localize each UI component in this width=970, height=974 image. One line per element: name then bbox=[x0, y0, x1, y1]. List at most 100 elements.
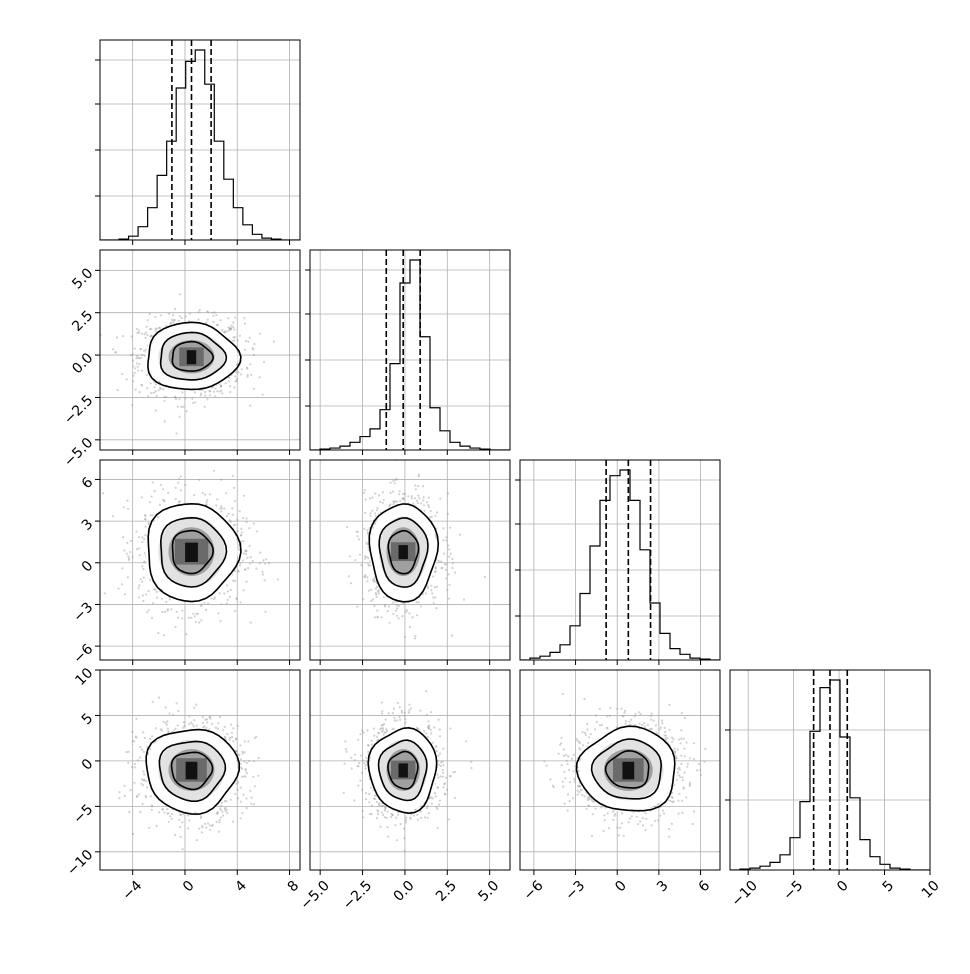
scatter-point bbox=[576, 785, 579, 788]
panel-3-3 bbox=[725, 669, 931, 875]
scatter-point bbox=[190, 616, 193, 620]
scatter-point bbox=[205, 726, 208, 729]
scatter-point bbox=[155, 328, 158, 331]
scatter-point bbox=[425, 806, 429, 810]
scatter-point bbox=[243, 775, 246, 778]
scatter-point bbox=[365, 541, 368, 544]
scatter-point bbox=[229, 385, 232, 388]
scatter-point bbox=[216, 390, 219, 393]
scatter-point bbox=[174, 486, 177, 489]
scatter-point bbox=[669, 799, 672, 803]
scatter-point bbox=[245, 550, 248, 553]
scatter-point bbox=[223, 808, 226, 811]
scatter-point bbox=[149, 748, 152, 751]
scatter-point bbox=[265, 558, 268, 561]
scatter-point bbox=[665, 739, 668, 742]
scatter-point bbox=[575, 737, 578, 740]
scatter-point bbox=[225, 330, 228, 333]
scatter-point bbox=[136, 548, 139, 551]
scatter-point bbox=[371, 598, 375, 601]
scatter-point bbox=[205, 826, 208, 829]
histogram-step bbox=[520, 469, 720, 660]
scatter-point bbox=[635, 815, 638, 818]
scatter-point bbox=[225, 602, 228, 605]
scatter-point bbox=[644, 828, 647, 832]
scatter-point bbox=[249, 556, 252, 559]
scatter-point bbox=[228, 519, 231, 522]
scatter-point bbox=[208, 824, 211, 827]
scatter-point bbox=[195, 612, 198, 615]
scatter-point bbox=[261, 570, 264, 574]
scatter-point bbox=[216, 727, 219, 730]
scatter-point bbox=[150, 616, 154, 620]
scatter-point bbox=[226, 812, 229, 815]
scatter-point bbox=[251, 559, 254, 563]
scatter-point bbox=[583, 731, 587, 735]
scatter-point bbox=[159, 483, 163, 486]
scatter-point bbox=[242, 494, 245, 497]
scatter-point bbox=[199, 392, 203, 395]
scatter-point bbox=[136, 759, 139, 762]
scatter-point bbox=[375, 585, 378, 589]
scatter-point bbox=[362, 598, 365, 601]
scatter-point bbox=[143, 778, 146, 782]
scatter-point bbox=[563, 802, 566, 805]
scatter-point bbox=[191, 723, 194, 726]
scatter-point bbox=[581, 744, 584, 747]
scatter-point bbox=[179, 825, 182, 829]
scatter-point bbox=[181, 609, 184, 612]
scatter-point bbox=[151, 805, 154, 808]
scatter-point bbox=[583, 697, 586, 701]
scatter-point bbox=[232, 326, 235, 329]
scatter-point bbox=[203, 822, 207, 826]
scatter-point bbox=[374, 592, 377, 595]
scatter-point bbox=[103, 592, 106, 595]
scatter-point bbox=[147, 523, 151, 526]
scatter-point bbox=[376, 590, 379, 593]
scatter-point bbox=[197, 311, 200, 314]
scatter-point bbox=[148, 312, 151, 316]
scatter-point bbox=[229, 736, 232, 739]
scatter-point bbox=[560, 742, 563, 745]
scatter-point bbox=[409, 816, 412, 819]
scatter-point bbox=[678, 768, 681, 771]
scatter-point bbox=[557, 752, 560, 755]
scatter-point bbox=[445, 539, 448, 542]
scatter-point bbox=[148, 737, 151, 740]
scatter-point bbox=[138, 554, 141, 557]
scatter-point bbox=[247, 340, 250, 343]
scatter-point bbox=[356, 765, 359, 768]
scatter-point bbox=[140, 384, 143, 387]
scatter-point bbox=[432, 601, 435, 605]
scatter-point bbox=[126, 499, 129, 502]
scatter-point bbox=[123, 593, 126, 596]
scatter-point bbox=[574, 765, 577, 768]
scatter-point bbox=[364, 792, 368, 795]
scatter-point bbox=[672, 800, 675, 803]
scatter-point bbox=[242, 793, 245, 796]
scatter-point bbox=[681, 779, 684, 782]
scatter-point bbox=[620, 707, 623, 710]
scatter-point bbox=[402, 498, 405, 501]
scatter-point bbox=[157, 696, 161, 699]
scatter-point bbox=[372, 580, 375, 583]
scatter-point bbox=[240, 368, 243, 371]
scatter-point bbox=[428, 505, 431, 508]
panel-frame bbox=[99, 249, 301, 451]
scatter-point bbox=[149, 514, 152, 517]
scatter-point bbox=[226, 598, 229, 602]
scatter-point bbox=[377, 802, 381, 805]
scatter-point bbox=[438, 752, 442, 755]
scatter-point bbox=[445, 788, 449, 791]
panel-frame bbox=[99, 459, 301, 661]
scatter-point bbox=[157, 326, 161, 329]
scatter-point bbox=[163, 500, 166, 503]
scatter-point bbox=[624, 720, 627, 723]
scatter-point bbox=[446, 512, 449, 515]
scatter-point bbox=[178, 315, 181, 318]
scatter-point bbox=[140, 496, 143, 499]
y-tick-label: 0 bbox=[79, 558, 97, 576]
scatter-point bbox=[367, 750, 370, 753]
scatter-point bbox=[225, 800, 228, 803]
scatter-point bbox=[154, 588, 157, 592]
